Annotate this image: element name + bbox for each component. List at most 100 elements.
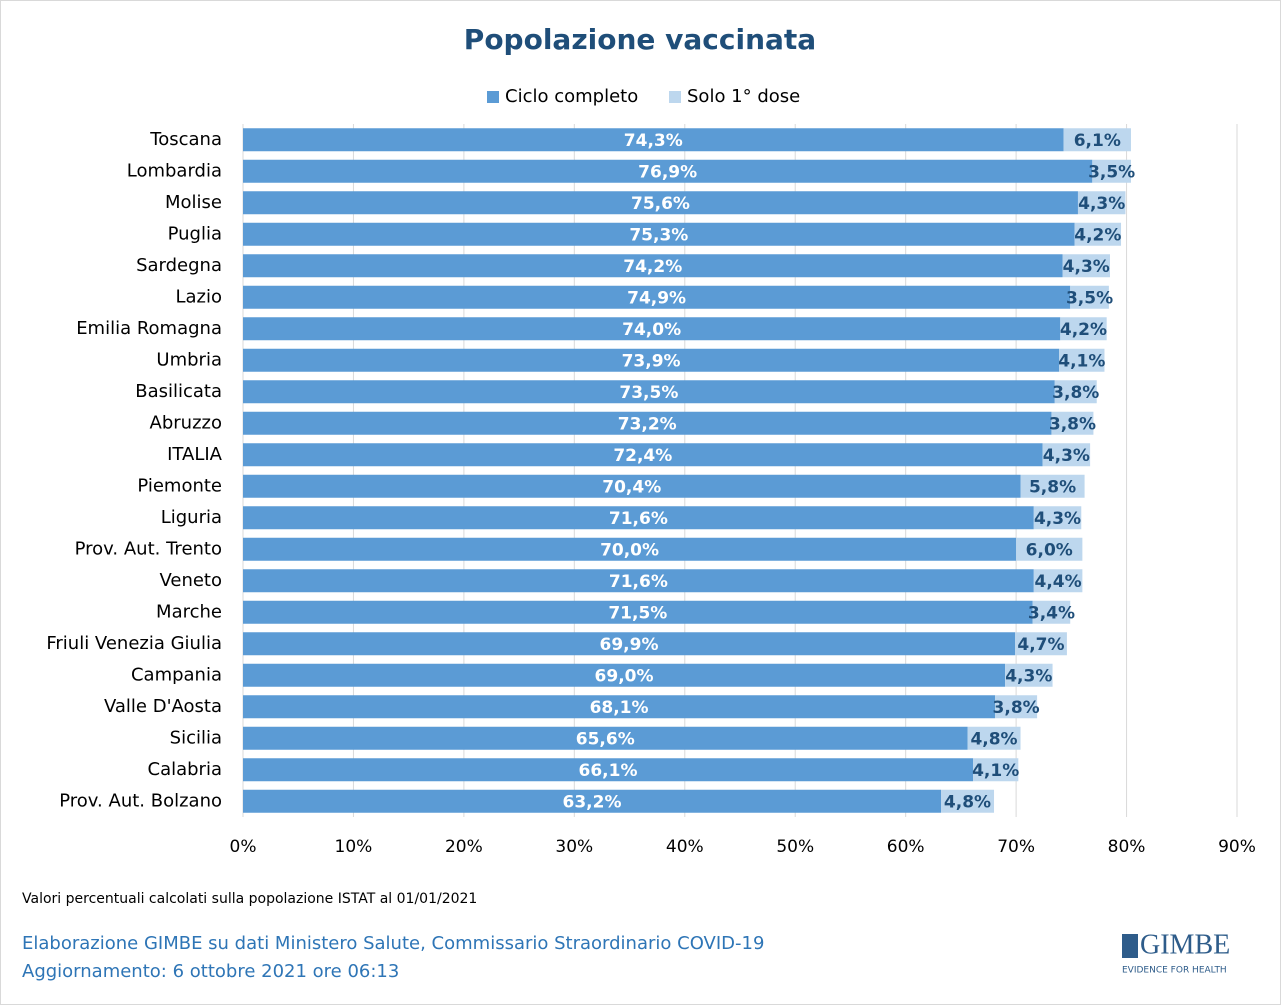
- y-tick-label: Lazio: [175, 286, 222, 307]
- data-label: 75,3%: [629, 225, 688, 245]
- bar-segment: [1060, 317, 1107, 341]
- y-tick-label: ITALIA: [167, 444, 223, 465]
- bar-segment: [243, 569, 1034, 593]
- bar-segment: [1032, 600, 1071, 624]
- bar-segment: [967, 726, 1021, 750]
- bar-segment: [243, 474, 1021, 498]
- bar-segment: [1042, 443, 1091, 467]
- bar-segment: [1063, 128, 1131, 152]
- logo: GIMBE EVIDENCE FOR HEALTH: [1122, 929, 1230, 976]
- y-tick-label: Campania: [131, 664, 222, 685]
- bar-segment: [243, 663, 1006, 687]
- data-label: 71,6%: [609, 509, 668, 529]
- bar-segment: [243, 726, 968, 750]
- data-label: 74,0%: [622, 320, 681, 340]
- bar-segment: [243, 506, 1034, 530]
- y-tick-label: Toscana: [149, 129, 222, 150]
- bar-segment: [1092, 159, 1131, 183]
- data-label: 70,4%: [602, 477, 661, 497]
- bar-segment: [1074, 222, 1122, 246]
- x-tick-label: 70%: [997, 837, 1035, 857]
- bar-segment: [1015, 632, 1067, 656]
- data-label: 71,6%: [609, 572, 668, 592]
- data-label: 4,3%: [1078, 194, 1125, 214]
- data-label: 69,9%: [600, 635, 659, 655]
- chart-title: Popolazione vaccinata: [464, 23, 816, 56]
- data-label: 3,5%: [1066, 288, 1113, 308]
- legend-swatch: [487, 91, 499, 103]
- bar-segment: [1059, 348, 1105, 372]
- bar-segment: [1033, 506, 1082, 530]
- bar-segment: [1062, 254, 1110, 278]
- data-label: 3,5%: [1088, 162, 1135, 182]
- data-label: 4,2%: [1074, 225, 1121, 245]
- y-tick-label: Puglia: [168, 223, 222, 244]
- bar-segment: [243, 789, 942, 813]
- y-tick-label: Molise: [165, 192, 222, 213]
- data-label: 4,3%: [1005, 666, 1052, 686]
- y-tick-label: Prov. Aut. Bolzano: [59, 790, 222, 811]
- x-tick-label: 30%: [555, 837, 593, 857]
- data-label: 75,6%: [631, 194, 690, 214]
- data-label: 73,5%: [619, 383, 678, 403]
- y-tick-label: Abruzzo: [150, 412, 222, 433]
- y-tick-label: Piemonte: [137, 475, 222, 496]
- x-tick-label: 50%: [776, 837, 814, 857]
- y-tick-label: Sardegna: [136, 255, 222, 276]
- footnote: Valori percentuali calcolati sulla popol…: [22, 891, 477, 907]
- data-label: 66,1%: [579, 761, 638, 781]
- data-label: 4,7%: [1017, 635, 1064, 655]
- data-label: 74,9%: [627, 288, 686, 308]
- bar-segment: [243, 222, 1075, 246]
- data-label: 6,1%: [1074, 131, 1121, 151]
- bar-segment: [243, 191, 1078, 215]
- x-tick-label: 40%: [666, 837, 704, 857]
- data-label: 63,2%: [563, 792, 622, 812]
- data-label: 4,3%: [1043, 446, 1090, 466]
- y-tick-label: Liguria: [161, 507, 222, 528]
- y-tick-label: Lombardia: [127, 160, 222, 181]
- bar-segment: [1054, 380, 1097, 404]
- x-tick-label: 90%: [1218, 837, 1256, 857]
- x-tick-label: 10%: [335, 837, 373, 857]
- logo-icon: [1122, 934, 1138, 958]
- y-tick-label: Basilicata: [135, 381, 222, 402]
- source: Elaborazione GIMBE su dati Ministero Sal…: [22, 933, 764, 954]
- data-label: 4,3%: [1034, 509, 1081, 529]
- bar-segment: [1016, 537, 1083, 561]
- bar-segment: [1070, 285, 1109, 309]
- x-tick-label: 20%: [445, 837, 483, 857]
- y-tick-label: Prov. Aut. Trento: [75, 538, 222, 559]
- bar-segment: [243, 537, 1017, 561]
- bar-segment: [243, 758, 974, 782]
- data-label: 4,8%: [944, 792, 991, 812]
- data-label: 3,8%: [1052, 383, 1099, 403]
- data-label: 72,4%: [613, 446, 672, 466]
- y-tick-label: Valle D'Aosta: [104, 696, 222, 717]
- data-label: 4,1%: [972, 761, 1019, 781]
- bar-segment: [973, 758, 1019, 782]
- update: Aggiornamento: 6 ottobre 2021 ore 06:13: [22, 961, 399, 982]
- data-label: 4,4%: [1035, 572, 1082, 592]
- bar-segment: [1020, 474, 1085, 498]
- data-label: 74,2%: [623, 257, 682, 277]
- legend-label: Solo 1° dose: [687, 86, 800, 107]
- bar-segment: [243, 285, 1071, 309]
- bar-segment: [243, 128, 1064, 152]
- data-label: 76,9%: [638, 162, 697, 182]
- y-tick-label: Calabria: [148, 759, 223, 780]
- bar-segment: [243, 695, 996, 719]
- data-label: 4,1%: [1058, 351, 1105, 371]
- legend-swatch: [669, 91, 681, 103]
- y-tick-label: Veneto: [159, 570, 222, 591]
- bar-segment: [1051, 411, 1094, 435]
- data-label: 73,9%: [622, 351, 681, 371]
- data-label: 4,2%: [1060, 320, 1107, 340]
- data-label: 69,0%: [595, 666, 654, 686]
- bar-segment: [243, 443, 1043, 467]
- data-label: 4,8%: [970, 729, 1017, 749]
- y-tick-label: Emilia Romagna: [76, 318, 222, 339]
- bar-segment: [243, 254, 1063, 278]
- y-tick-label: Marche: [156, 601, 222, 622]
